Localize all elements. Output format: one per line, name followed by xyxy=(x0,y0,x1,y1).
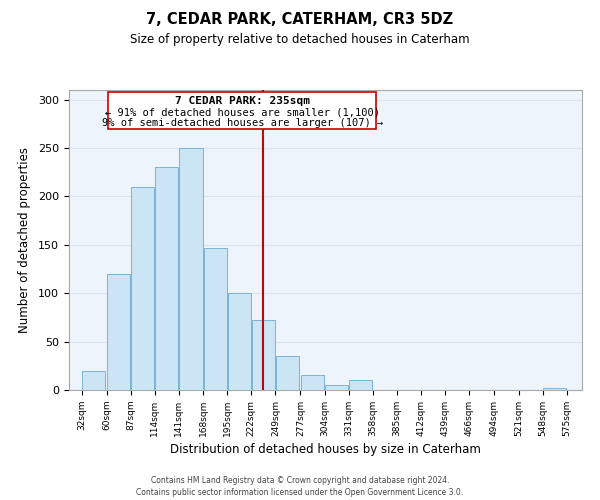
Bar xyxy=(131,187,154,390)
Text: ← 91% of detached houses are smaller (1,100): ← 91% of detached houses are smaller (1,… xyxy=(105,108,380,118)
Y-axis label: Number of detached properties: Number of detached properties xyxy=(18,147,31,333)
Bar xyxy=(543,388,566,390)
Bar xyxy=(107,274,130,390)
FancyBboxPatch shape xyxy=(109,92,376,128)
Bar xyxy=(325,385,348,390)
X-axis label: Distribution of detached houses by size in Caterham: Distribution of detached houses by size … xyxy=(170,443,481,456)
Text: Size of property relative to detached houses in Caterham: Size of property relative to detached ho… xyxy=(130,32,470,46)
Bar xyxy=(155,168,178,390)
Bar xyxy=(349,380,373,390)
Bar xyxy=(179,148,203,390)
Text: 9% of semi-detached houses are larger (107) →: 9% of semi-detached houses are larger (1… xyxy=(102,118,383,128)
Bar xyxy=(82,370,105,390)
Text: Contains HM Land Registry data © Crown copyright and database right 2024.: Contains HM Land Registry data © Crown c… xyxy=(151,476,449,485)
Bar xyxy=(276,356,299,390)
Bar xyxy=(227,293,251,390)
Bar xyxy=(301,374,324,390)
Bar xyxy=(203,248,227,390)
Bar xyxy=(252,320,275,390)
Text: Contains public sector information licensed under the Open Government Licence 3.: Contains public sector information licen… xyxy=(136,488,464,497)
Text: 7 CEDAR PARK: 235sqm: 7 CEDAR PARK: 235sqm xyxy=(175,96,310,106)
Text: 7, CEDAR PARK, CATERHAM, CR3 5DZ: 7, CEDAR PARK, CATERHAM, CR3 5DZ xyxy=(146,12,454,28)
